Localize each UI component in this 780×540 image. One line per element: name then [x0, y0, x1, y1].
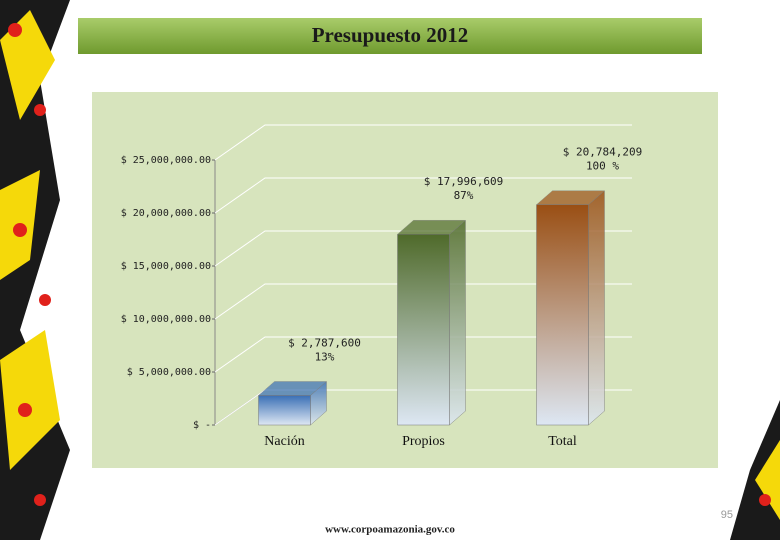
share-label: 100 %	[586, 160, 619, 173]
bar-side	[449, 219, 466, 426]
x-tick-label: Nación	[264, 434, 304, 449]
grid-line	[214, 177, 632, 214]
y-tick-label: $ 10,000,000.00	[121, 314, 211, 325]
footer-url: www.corpoamazonia.gov.co	[325, 524, 455, 536]
bar-side	[588, 190, 605, 426]
y-tick-label: $ 5,000,000.00	[127, 367, 211, 378]
y-tick-label: $ -	[193, 420, 211, 431]
x-tick-label: Propios	[402, 434, 445, 449]
page-number: 95	[721, 509, 733, 521]
grid-line	[214, 230, 632, 267]
x-tick-label: Total	[548, 434, 577, 449]
bar	[397, 233, 450, 426]
y-tick-label: $ 25,000,000.00	[121, 155, 211, 166]
chart-title: Presupuesto 2012	[312, 23, 469, 47]
y-tick-label: $ 20,000,000.00	[121, 208, 211, 219]
grid-line	[214, 283, 632, 320]
grid-line	[214, 124, 632, 161]
share-label: 13%	[315, 350, 335, 363]
bar	[258, 395, 311, 426]
plot: $ - $ 5,000,000.00 $ 10,000,000.00 $ 15,000…	[121, 124, 642, 449]
data-label: $ 17,996,609	[424, 175, 503, 188]
grid-line	[214, 336, 632, 373]
data-label: $ 20,784,209	[563, 146, 642, 159]
y-tick-label: $ 15,000,000.00	[121, 261, 211, 272]
data-label: $ 2,787,600	[288, 336, 361, 349]
title-bar	[78, 18, 702, 54]
share-label: 87%	[454, 189, 474, 202]
bar	[536, 204, 589, 426]
